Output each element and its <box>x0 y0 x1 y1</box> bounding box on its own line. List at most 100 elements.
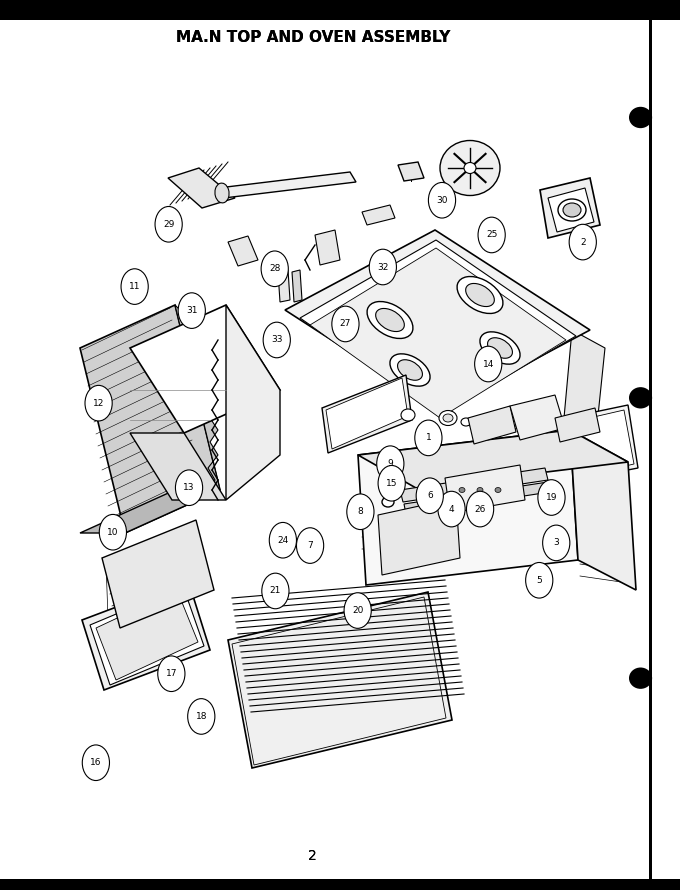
Text: 31: 31 <box>186 306 197 315</box>
Circle shape <box>99 514 126 550</box>
Circle shape <box>377 446 404 481</box>
Text: MA.N TOP AND OVEN ASSEMBLY: MA.N TOP AND OVEN ASSEMBLY <box>175 30 450 44</box>
Text: 8: 8 <box>358 507 363 516</box>
Text: 13: 13 <box>184 483 194 492</box>
Polygon shape <box>80 305 220 533</box>
Text: 2: 2 <box>580 238 585 247</box>
Bar <box>649 20 652 879</box>
Text: 30: 30 <box>437 196 447 205</box>
Circle shape <box>158 656 185 692</box>
Polygon shape <box>82 580 210 690</box>
Polygon shape <box>358 430 578 585</box>
Text: 9: 9 <box>388 459 393 468</box>
Polygon shape <box>218 172 356 198</box>
Circle shape <box>85 385 112 421</box>
Circle shape <box>269 522 296 558</box>
Bar <box>0 0 680 20</box>
Polygon shape <box>572 410 634 476</box>
Ellipse shape <box>477 488 483 492</box>
Text: 2: 2 <box>309 849 317 863</box>
Circle shape <box>155 206 182 242</box>
Circle shape <box>378 465 405 501</box>
Bar <box>0 881 680 890</box>
Ellipse shape <box>398 360 422 380</box>
Bar <box>653 20 680 879</box>
Polygon shape <box>362 205 395 225</box>
Polygon shape <box>400 468 548 502</box>
Polygon shape <box>494 421 568 450</box>
Ellipse shape <box>629 668 652 689</box>
Text: 32: 32 <box>377 263 388 271</box>
Circle shape <box>296 528 324 563</box>
Polygon shape <box>228 592 452 768</box>
Ellipse shape <box>495 488 501 492</box>
Polygon shape <box>292 270 302 302</box>
Ellipse shape <box>375 309 405 332</box>
Text: 2: 2 <box>309 849 317 863</box>
Circle shape <box>526 562 553 598</box>
Polygon shape <box>175 305 220 492</box>
Polygon shape <box>548 188 594 232</box>
Circle shape <box>569 224 596 260</box>
Ellipse shape <box>367 302 413 338</box>
Polygon shape <box>540 178 600 238</box>
Polygon shape <box>566 405 638 480</box>
Polygon shape <box>445 465 525 513</box>
Ellipse shape <box>629 387 652 409</box>
Circle shape <box>478 217 505 253</box>
Polygon shape <box>228 236 258 266</box>
Circle shape <box>438 491 465 527</box>
Circle shape <box>347 494 374 530</box>
Ellipse shape <box>466 283 494 306</box>
Polygon shape <box>358 430 628 488</box>
Polygon shape <box>468 406 516 444</box>
Circle shape <box>263 322 290 358</box>
Circle shape <box>415 420 442 456</box>
Ellipse shape <box>629 107 652 128</box>
Circle shape <box>82 745 109 781</box>
Ellipse shape <box>461 418 471 426</box>
Text: 29: 29 <box>163 220 174 229</box>
Ellipse shape <box>215 183 229 203</box>
Text: 5: 5 <box>537 576 542 585</box>
Circle shape <box>543 525 570 561</box>
Circle shape <box>188 699 215 734</box>
Text: 33: 33 <box>271 336 282 344</box>
Ellipse shape <box>563 203 581 217</box>
Polygon shape <box>564 330 605 435</box>
Text: 27: 27 <box>340 320 351 328</box>
Text: 19: 19 <box>546 493 557 502</box>
Bar <box>0 879 680 890</box>
Ellipse shape <box>390 354 430 386</box>
Polygon shape <box>130 433 226 500</box>
Ellipse shape <box>464 163 476 174</box>
Circle shape <box>332 306 359 342</box>
Polygon shape <box>570 430 636 590</box>
Polygon shape <box>278 270 290 302</box>
Circle shape <box>369 249 396 285</box>
Ellipse shape <box>459 488 465 492</box>
Ellipse shape <box>401 409 415 421</box>
Text: 7: 7 <box>307 541 313 550</box>
Text: 24: 24 <box>277 536 288 545</box>
Text: 26: 26 <box>475 505 486 514</box>
Polygon shape <box>490 418 572 452</box>
Circle shape <box>262 573 289 609</box>
Ellipse shape <box>630 388 651 408</box>
Circle shape <box>466 491 494 527</box>
Text: 14: 14 <box>483 360 494 368</box>
Polygon shape <box>310 248 566 418</box>
Polygon shape <box>80 490 220 533</box>
Bar <box>649 20 651 881</box>
Text: 21: 21 <box>270 587 281 595</box>
Ellipse shape <box>439 410 457 425</box>
Text: 25: 25 <box>486 231 497 239</box>
Polygon shape <box>315 230 340 265</box>
Polygon shape <box>102 520 214 628</box>
Polygon shape <box>326 378 408 449</box>
Polygon shape <box>90 586 204 685</box>
Bar <box>649 20 680 879</box>
Ellipse shape <box>382 497 394 507</box>
Circle shape <box>475 346 502 382</box>
Text: 15: 15 <box>386 479 397 488</box>
